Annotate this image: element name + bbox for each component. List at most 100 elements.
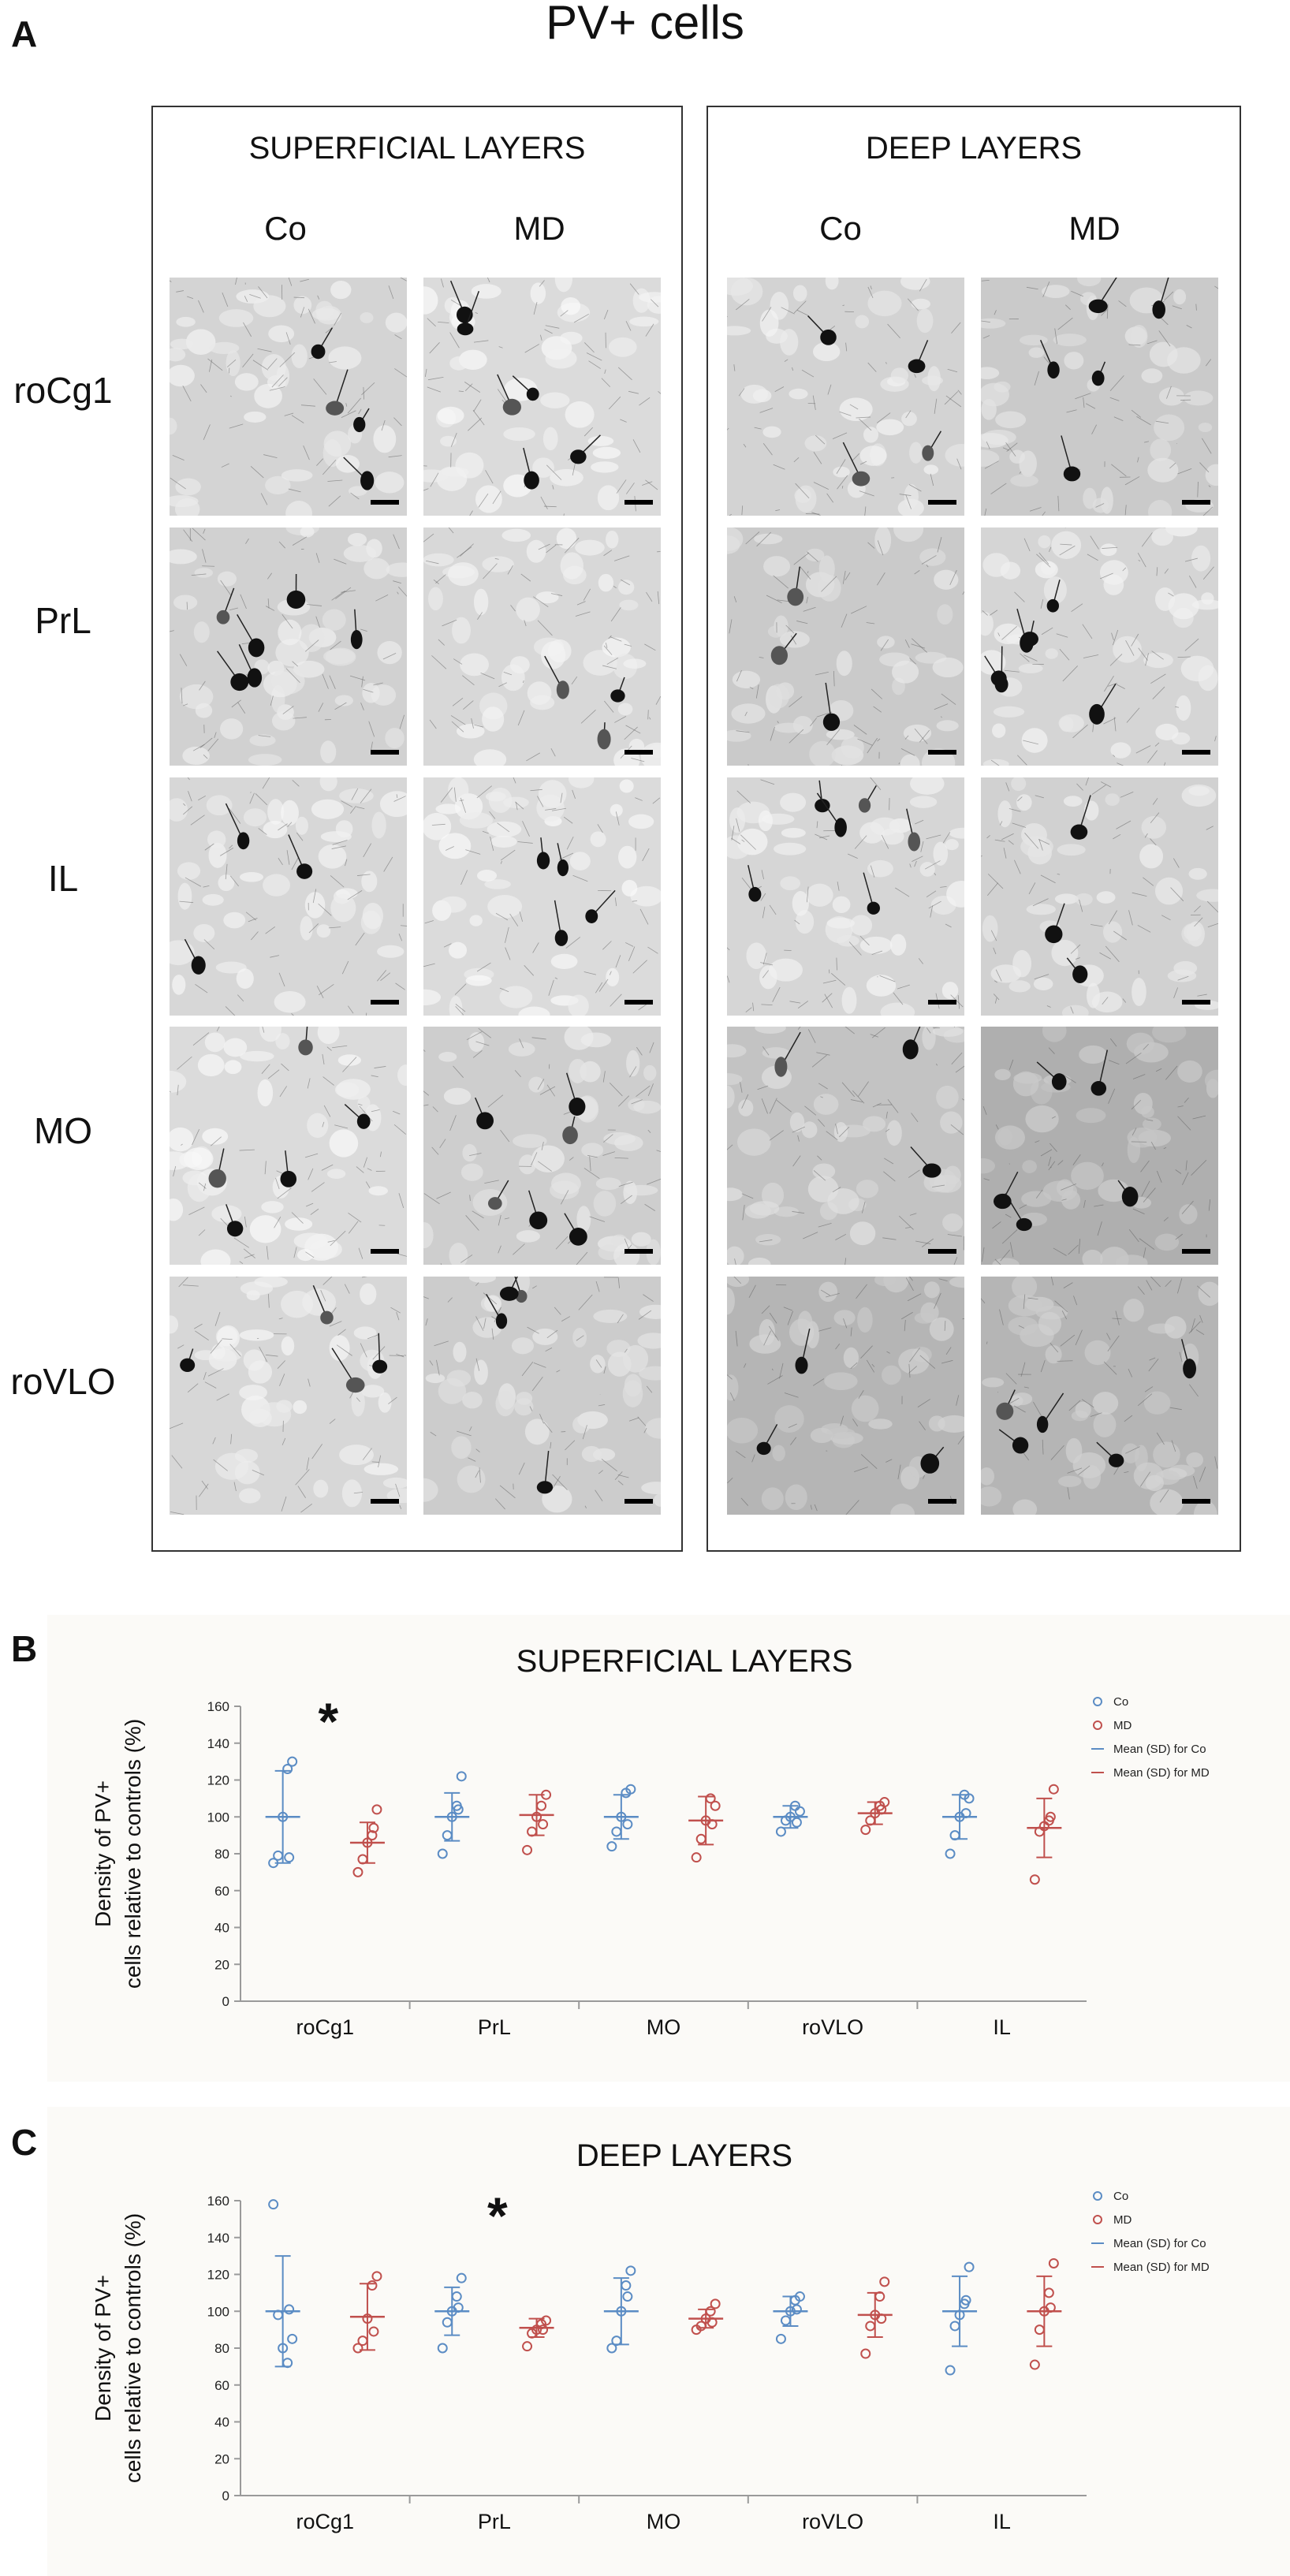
x-tick-label: PrL	[478, 2510, 511, 2533]
scale-bar	[928, 750, 956, 755]
x-tick-label: roCg1	[296, 2510, 355, 2533]
data-point	[785, 2306, 796, 2317]
data-point	[707, 1819, 718, 1830]
data-point	[1029, 2359, 1040, 2370]
data-point	[437, 1848, 448, 1859]
data-point	[1048, 2257, 1059, 2268]
data-point	[1045, 2302, 1056, 2313]
scale-bar	[624, 500, 653, 505]
column-label-md: MD	[513, 210, 565, 247]
row-label-mo: MO	[33, 1110, 93, 1151]
data-point	[606, 2343, 617, 2354]
row-label-il: IL	[47, 858, 79, 899]
figure-title: PV+ cells	[546, 0, 744, 49]
y-tick-label: 120	[207, 2268, 229, 2283]
data-point	[794, 2291, 805, 2302]
micrograph	[981, 278, 1218, 516]
x-tick-label: roCg1	[296, 2015, 355, 2039]
micrograph	[170, 278, 407, 516]
data-point	[695, 1833, 707, 1844]
data-point	[371, 1804, 382, 1815]
data-point	[453, 2302, 464, 2313]
scale-bar	[624, 750, 653, 755]
data-point	[606, 1841, 617, 1852]
scale-bar	[371, 1000, 399, 1005]
data-point	[282, 1763, 293, 1774]
data-point	[446, 1811, 457, 1822]
column-label-co: Co	[819, 210, 862, 247]
data-point	[1029, 1874, 1040, 1885]
micrograph	[170, 528, 407, 766]
y-axis-label: Density of PV+	[91, 2275, 115, 2421]
data-point	[860, 2348, 871, 2359]
x-tick-label: PrL	[478, 2015, 511, 2039]
data-point	[616, 2306, 627, 2317]
x-tick-label: MO	[647, 2015, 681, 2039]
data-point	[287, 2333, 298, 2344]
data-point	[865, 1815, 876, 1826]
data-point	[622, 2291, 633, 2302]
legend-entry: Mean (SD) for MD	[1113, 2261, 1210, 2274]
y-tick-label: 0	[222, 1994, 229, 2009]
micrograph	[727, 278, 964, 516]
chart-c-background	[47, 2107, 1290, 2576]
chart-title: SUPERFICIAL LAYERS	[516, 1644, 853, 1679]
data-point	[456, 2272, 467, 2283]
micrograph	[423, 777, 661, 1016]
data-point	[964, 2261, 975, 2272]
data-point	[1045, 1811, 1056, 1822]
data-point	[945, 2365, 956, 2376]
micrograph	[423, 278, 661, 516]
scale-bar	[928, 1000, 956, 1005]
y-axis-label: cells relative to controls (%)	[121, 2213, 145, 2483]
data-point	[527, 1826, 538, 1837]
box-title: SUPERFICIAL LAYERS	[248, 131, 586, 166]
data-point	[954, 2309, 965, 2321]
data-point	[611, 2336, 622, 2347]
data-point	[705, 2306, 716, 2317]
y-axis-label: Density of PV+	[91, 1780, 115, 1927]
micrograph	[423, 1027, 661, 1265]
data-point	[1043, 2287, 1054, 2298]
scale-bar	[928, 1499, 956, 1504]
data-point	[794, 1806, 805, 1817]
scale-bar	[624, 1000, 653, 1005]
scale-bar	[1182, 1249, 1210, 1254]
legend-marker	[1093, 2191, 1102, 2201]
data-point	[453, 1804, 464, 1815]
y-tick-label: 20	[214, 1957, 229, 1972]
panel-label-a: A	[11, 13, 38, 54]
y-tick-label: 140	[207, 2231, 229, 2246]
micrograph	[981, 528, 1218, 766]
data-point	[287, 1756, 298, 1767]
data-point	[780, 2315, 791, 2326]
scale-bar	[928, 500, 956, 505]
scale-bar	[371, 1249, 399, 1254]
data-point	[622, 1819, 633, 1830]
micrograph	[423, 528, 661, 766]
significance-star: *	[487, 2186, 508, 2245]
chart-title: DEEP LAYERS	[576, 2138, 792, 2173]
y-tick-label: 160	[207, 2194, 229, 2209]
data-point	[278, 2343, 289, 2354]
data-point	[536, 1800, 547, 1811]
data-point	[1048, 1784, 1059, 1795]
data-point	[538, 1819, 549, 1830]
y-tick-label: 20	[214, 2451, 229, 2466]
micrograph	[727, 777, 964, 1016]
data-point	[874, 2291, 885, 2302]
data-point	[621, 2280, 632, 2291]
data-point	[273, 1850, 284, 1861]
y-tick-label: 100	[207, 2304, 229, 2319]
y-axis-label: cells relative to controls (%)	[121, 1719, 145, 1989]
data-point	[945, 1848, 956, 1859]
y-tick-label: 120	[207, 1773, 229, 1788]
legend-entry: MD	[1113, 2213, 1132, 2227]
data-point	[960, 1808, 971, 1819]
data-point	[949, 2321, 960, 2332]
legend-marker	[1093, 1697, 1102, 1706]
data-point	[710, 2298, 721, 2309]
y-tick-label: 40	[214, 1921, 229, 1936]
data-point	[705, 1793, 716, 1804]
data-point	[456, 1771, 467, 1782]
